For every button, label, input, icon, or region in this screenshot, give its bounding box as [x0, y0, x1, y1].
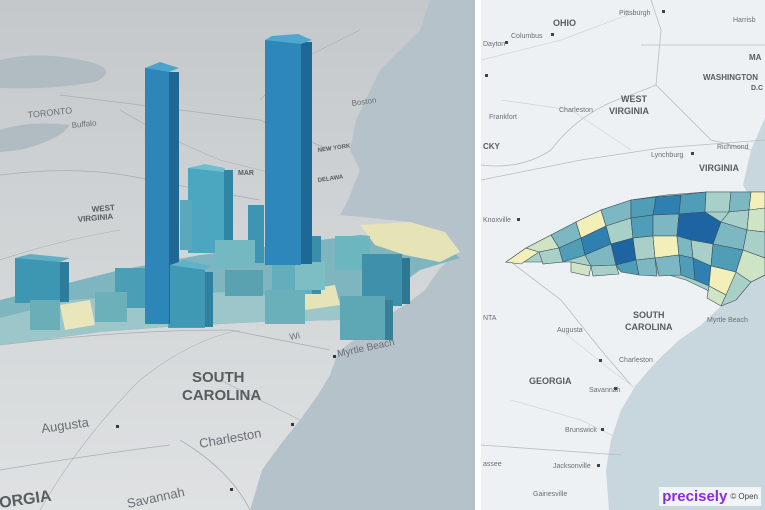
label-lynchburg: Lynchburg [651, 152, 684, 159]
tower-county-a [145, 68, 169, 324]
label-georgia: ORGIA [0, 488, 53, 510]
label-pittsburgh: Pittsburgh [619, 10, 651, 17]
precisely-logo-text: precisely [662, 488, 728, 505]
map-2d-canvas: OHIO Pittsburgh Harrisb Columbus Dayton … [481, 0, 765, 510]
label-charleston-sc: Charleston [619, 357, 653, 364]
brand-logo: precisely © Open [659, 487, 761, 506]
county-extrusions [0, 34, 460, 345]
label-maryland: MAR [238, 170, 254, 177]
state-borders-2d [481, 0, 765, 456]
map-3d-canvas: TORONTO Buffalo Boston NEW YORK MAR DELA… [0, 0, 460, 510]
label-brunswick: Brunswick [565, 427, 597, 434]
label-kentucky-partial: CKY [483, 142, 501, 151]
panel-divider [475, 0, 481, 510]
label-wilmington-partial: Wi [289, 330, 301, 342]
lake-ontario [0, 55, 107, 89]
map-2d-view[interactable]: OHIO Pittsburgh Harrisb Columbus Dayton … [481, 0, 765, 510]
label-dc: D.C [751, 85, 763, 92]
label-atlanta-partial: NTA [483, 315, 497, 322]
label-south-carolina-2d-2: CAROLINA [625, 322, 673, 332]
label-augusta: Augusta [40, 414, 90, 436]
label-west-virginia-2d-2: VIRGINIA [609, 106, 650, 116]
label-georgia-2d: GEORGIA [529, 376, 572, 386]
label-savannah-2d: Savannah [589, 387, 621, 394]
label-frankfort: Frankfort [489, 114, 517, 121]
label-jacksonville: Jacksonville [553, 463, 591, 470]
label-west-virginia-2d-1: WEST [621, 94, 648, 104]
tower-county-b [265, 40, 301, 265]
label-harrisburg: Harrisb [733, 17, 756, 24]
map-3d-view[interactable]: TORONTO Buffalo Boston NEW YORK MAR DELA… [0, 0, 475, 510]
roads-2d [481, 9, 652, 441]
label-knoxville: Knoxville [483, 217, 511, 224]
map-2d-labels: OHIO Pittsburgh Harrisb Columbus Dayton … [483, 10, 763, 498]
label-boston: Boston [351, 96, 377, 108]
label-dayton: Dayton [483, 41, 505, 48]
nc-counties [505, 191, 765, 307]
label-ohio: OHIO [553, 18, 576, 28]
label-west-virginia-1: WEST [91, 203, 115, 214]
map-attribution[interactable]: © Open [730, 492, 758, 501]
city-markers-2d [485, 10, 694, 467]
label-south-carolina-2: CAROLINA [182, 387, 261, 404]
label-toronto: TORONTO [27, 105, 72, 120]
label-washington: WASHINGTON [703, 73, 758, 82]
label-south-carolina-1: SOUTH [192, 369, 245, 386]
city-markers [116, 355, 336, 491]
label-west-virginia-2: VIRGINIA [77, 212, 113, 224]
label-south-carolina-2d-1: SOUTH [633, 310, 665, 320]
lake-erie [0, 123, 70, 152]
label-tallahassee-partial: assee [483, 461, 502, 468]
label-myrtle-beach-2d: Myrtle Beach [707, 317, 748, 324]
label-maryland-2d: MA [749, 53, 762, 62]
label-augusta-2d: Augusta [557, 327, 583, 334]
label-delaware: DELAWA [317, 174, 344, 184]
label-charleston-wv: Charleston [559, 107, 593, 114]
label-richmond: Richmond [717, 144, 749, 151]
label-virginia: VIRGINIA [699, 163, 740, 173]
label-columbus: Columbus [511, 33, 543, 40]
label-gainesville: Gainesville [533, 491, 567, 498]
label-new-york: NEW YORK [317, 143, 351, 154]
label-buffalo: Buffalo [71, 118, 97, 130]
